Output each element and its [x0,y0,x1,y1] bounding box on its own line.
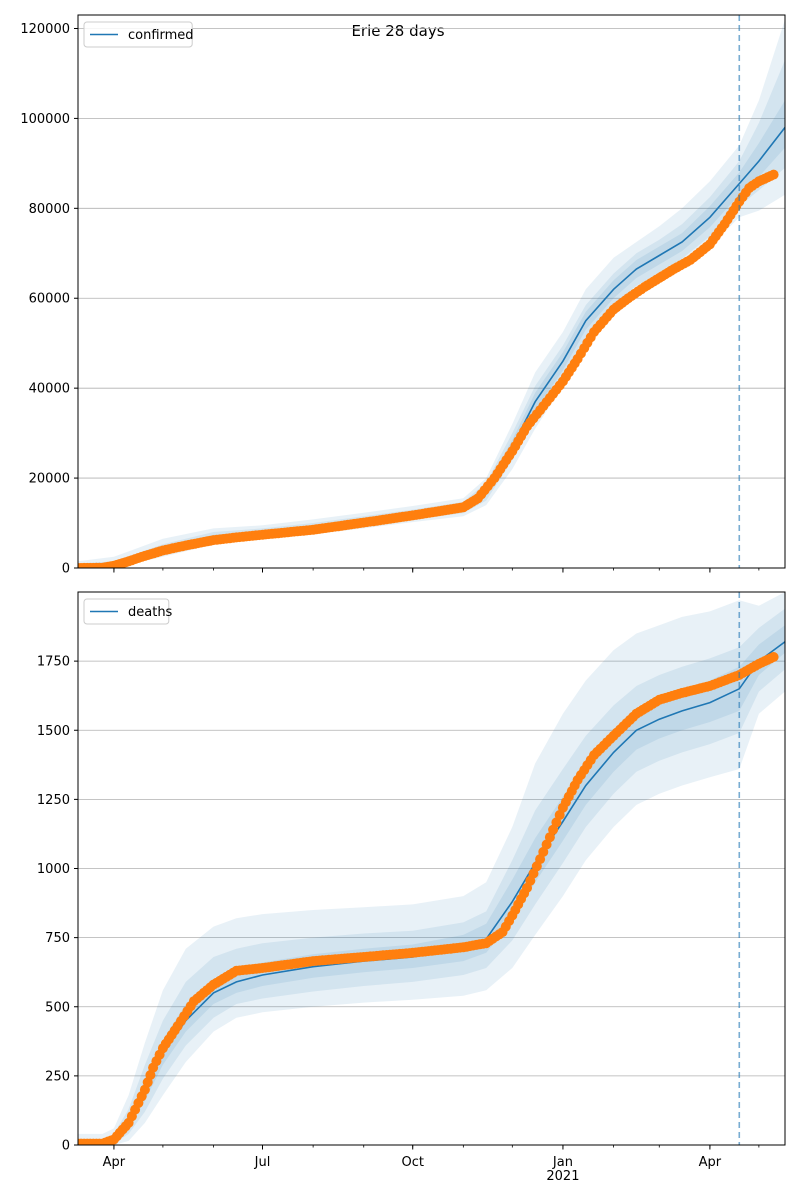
observed-series [78,652,779,1145]
x-tick-label: Jan [552,1155,573,1170]
uncertainty-band [739,19,785,218]
x-tick-label: Jul [254,1155,271,1170]
legend-box [83,598,170,625]
model-line [78,126,785,568]
y-tick-label: 80000 [29,202,70,217]
y-tick-label: 750 [45,931,70,946]
y-tick-label: 60000 [29,292,70,307]
plot-area [78,15,785,568]
legend-label: deaths [128,605,173,620]
figure-suptitle: Erie 28 days [351,22,444,40]
deaths-panel: 0 250 500 750 1000 1250 1500 1750 Apr Jul Oct Jan20… [37,591,786,1184]
axes-frame [77,14,786,569]
confirmed-panel: 0 20000 40000 60000 80000 100000 120000 confirm… [20,14,786,577]
plot-area [78,592,785,1145]
y-tick-label: 250 [45,1069,70,1084]
y-tick-label: 500 [45,1000,70,1015]
legend: confirmed [83,21,194,48]
y-tick-label: 1000 [37,862,70,877]
y-tick-label: 0 [62,562,70,577]
x-tick-label: Apr [699,1155,722,1170]
uncertainty-band [739,592,785,769]
y-tick-label: 0 [62,1139,70,1154]
uncertainty-band [78,145,740,568]
y-tick-label: 40000 [29,382,70,397]
uncertainty-band [78,600,740,1145]
x-tick-label: Oct [401,1155,423,1170]
y-tick-label: 1500 [37,724,70,739]
y-tick-label: 1750 [37,655,70,670]
x-tick-label: Apr [103,1155,126,1170]
legend: deaths [83,598,173,625]
uncertainty-band [739,625,785,711]
y-tick-label: 120000 [20,22,70,37]
uncertainty-band [78,647,740,1145]
y-tick-label: 20000 [29,472,70,487]
x-tick-label: 2021 [546,1169,579,1184]
observed-series [78,169,779,568]
observed-point [768,169,779,180]
y-tick-label: 1250 [37,793,70,808]
y-tick-label: 100000 [20,112,70,127]
observed-point [768,652,779,662]
uncertainty-band [739,608,785,733]
legend-label: confirmed [128,28,194,43]
legend-box [83,21,193,48]
